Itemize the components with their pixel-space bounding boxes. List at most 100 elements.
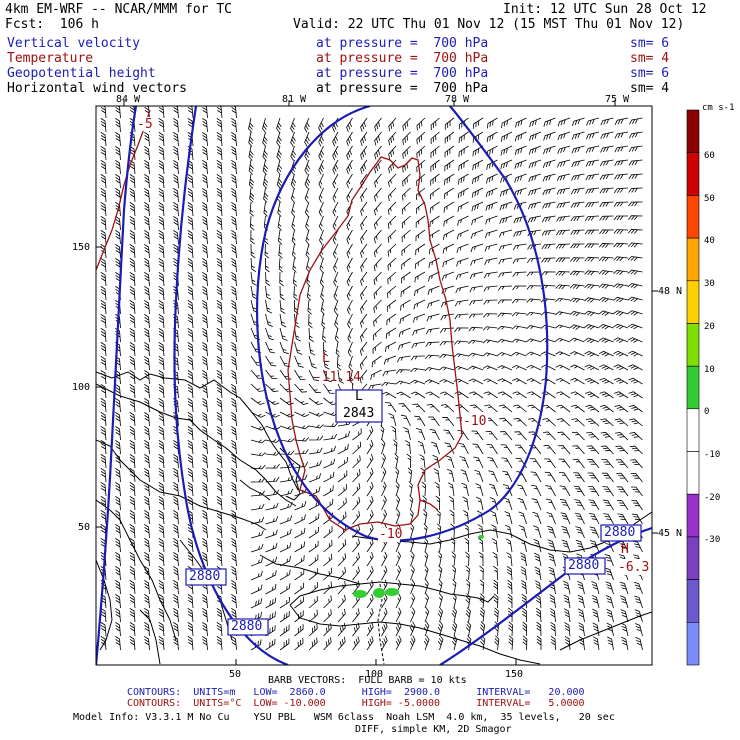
wind-barb (337, 484, 347, 497)
wind-barb (250, 464, 266, 470)
wind-barb (332, 187, 339, 203)
wind-barb (388, 413, 397, 427)
wind-barb (502, 470, 513, 483)
wind-barb (500, 131, 513, 142)
wind-barb (144, 580, 150, 595)
wind-barb (216, 106, 223, 119)
wind-barb (294, 582, 305, 595)
wind-barb (501, 457, 513, 469)
wind-barb (484, 404, 498, 413)
wind-barb (305, 257, 310, 273)
wind-barb (100, 398, 107, 413)
wind-barb (279, 299, 286, 314)
wind-barb (616, 486, 629, 497)
wind-barb (381, 467, 387, 483)
field-2-name: Temperature (7, 51, 94, 66)
wind-barb (600, 418, 614, 427)
wind-barb (337, 431, 351, 441)
wind-barb (563, 594, 571, 609)
wind-barb (410, 367, 426, 373)
colorbar-swatch (686, 621, 700, 666)
temp-low-letter: L (322, 351, 330, 366)
wind-barb (360, 243, 368, 258)
lat-label-45n: 45 N (658, 528, 683, 539)
wind-barb (187, 174, 194, 189)
wind-barb (216, 314, 223, 329)
wind-barb (202, 174, 208, 189)
wind-barb (415, 229, 426, 242)
wind-barb (265, 313, 273, 327)
wind-barb (304, 173, 311, 189)
wind-barb (158, 258, 165, 273)
wind-barb (374, 117, 382, 132)
wind-barb (542, 187, 556, 196)
wind-barb (319, 271, 324, 287)
wind-barb (332, 243, 339, 259)
wind-barb (578, 622, 585, 637)
wind-barb (412, 327, 426, 336)
wind-barb (416, 117, 426, 131)
wind-barb (202, 230, 208, 245)
wind-barb (249, 201, 255, 217)
wind-barb (468, 352, 484, 357)
wind-barb (158, 468, 165, 483)
wind-barb (187, 106, 194, 119)
wind-barb (395, 593, 402, 609)
wind-barb (318, 173, 324, 189)
wind-barb (436, 523, 442, 539)
wind-barb (492, 565, 498, 581)
wind-barb (548, 566, 556, 581)
wind-barb (598, 297, 614, 303)
wind-barb (391, 425, 397, 441)
wind-barb (333, 285, 339, 301)
wind-barb (115, 412, 121, 427)
wind-barb (158, 538, 165, 553)
wind-barb (556, 418, 571, 427)
wind-barb (318, 201, 324, 217)
wind-barb (381, 551, 388, 567)
model-info: Model Info: V3.3.1 M No Cu YSU PBL WSM 6… (73, 712, 615, 723)
wind-barb (477, 524, 484, 539)
wind-barb (265, 529, 278, 539)
wind-barb (231, 328, 237, 343)
wind-barb (144, 258, 150, 273)
wind-barb (359, 341, 368, 356)
wind-barb (526, 298, 542, 303)
wind-barb (493, 607, 499, 623)
wind-barb (444, 117, 455, 130)
wind-barb (263, 187, 269, 203)
wind-barb (216, 174, 223, 189)
wind-barb (555, 377, 571, 385)
wind-barb (613, 269, 629, 275)
wind-barb (615, 459, 629, 469)
wind-barb (366, 622, 374, 637)
wind-barb (173, 216, 179, 231)
wind-barb (158, 552, 165, 567)
wind-barb (513, 404, 527, 413)
wind-barb (401, 201, 411, 215)
wind-barb (173, 580, 179, 595)
wind-barb (438, 565, 443, 581)
wind-barb (599, 404, 614, 413)
wind-barb (469, 285, 484, 293)
wind-barb (250, 257, 257, 273)
wind-barb (584, 283, 600, 289)
wind-barb (202, 496, 208, 511)
wind-barb (346, 117, 353, 133)
wind-barb (158, 510, 165, 525)
wind-barb (589, 526, 600, 539)
wind-barb (628, 215, 643, 221)
wind-barb (294, 369, 306, 381)
wind-barb (323, 595, 332, 609)
wind-barb (250, 243, 256, 259)
wind-barb (444, 173, 455, 186)
wind-barb (346, 215, 353, 231)
wind-barb (543, 145, 556, 155)
wind-barb (507, 593, 513, 609)
wind-barb (158, 384, 165, 399)
wind-barb (202, 146, 208, 161)
wind-barb (512, 285, 527, 291)
wind-barb (585, 201, 600, 208)
wind-barb (499, 431, 513, 441)
wind-barb (290, 145, 296, 161)
